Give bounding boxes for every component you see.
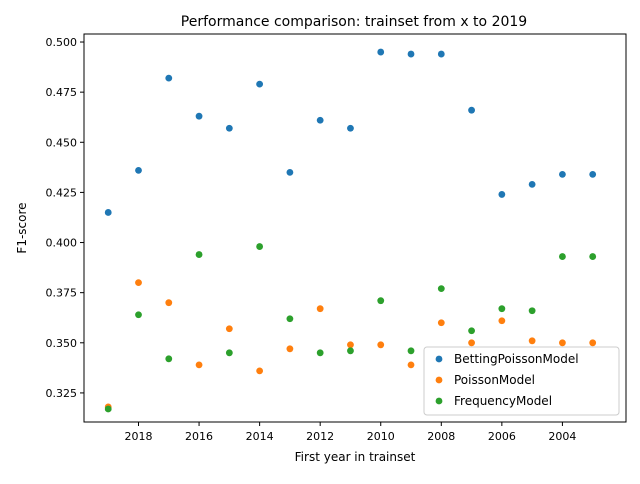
- data-point: [528, 307, 536, 315]
- y-tick-label: 0.425: [46, 186, 78, 199]
- plot-area: [83, 33, 627, 423]
- x-tick-label: 2006: [488, 430, 516, 443]
- chart-title: Performance comparison: trainset from x …: [181, 14, 527, 30]
- data-points: [104, 48, 597, 413]
- y-tick-label: 0.350: [46, 337, 78, 350]
- data-point: [407, 361, 415, 369]
- x-tick-label: 2018: [125, 430, 153, 443]
- data-point: [195, 112, 203, 120]
- data-point: [347, 341, 354, 349]
- data-point: [589, 339, 597, 347]
- data-point: [437, 319, 445, 327]
- data-point: [559, 253, 566, 260]
- data-point: [135, 166, 142, 174]
- data-point: [589, 170, 597, 178]
- legend-marker: [435, 355, 443, 363]
- plot-frame: [83, 33, 627, 423]
- data-point: [377, 48, 385, 56]
- y-tick-label: 0.450: [46, 136, 78, 149]
- x-tick-label: 2010: [367, 430, 395, 443]
- data-point: [589, 253, 597, 260]
- data-point: [407, 347, 415, 355]
- data-point: [347, 347, 354, 355]
- data-point: [104, 405, 112, 413]
- data-point: [316, 116, 324, 124]
- data-point: [104, 209, 112, 216]
- data-point: [195, 361, 203, 369]
- data-point: [256, 243, 264, 250]
- data-point: [468, 339, 475, 347]
- data-point: [468, 106, 475, 114]
- data-point: [195, 251, 203, 258]
- data-point: [165, 74, 173, 82]
- series-FrequencyModel: [104, 243, 597, 413]
- data-point: [225, 325, 233, 333]
- data-point: [437, 285, 445, 293]
- x-tick-label: 2014: [246, 430, 274, 443]
- legend: BettingPoissonModel PoissonModel Frequency…: [423, 346, 620, 416]
- data-point: [316, 305, 324, 313]
- data-point: [316, 349, 324, 357]
- legend-box: [423, 346, 620, 416]
- legend-marker: [435, 376, 443, 384]
- x-tick-label: 2012: [306, 430, 334, 443]
- data-point: [256, 367, 264, 375]
- data-point: [437, 50, 445, 58]
- data-point: [498, 317, 506, 325]
- data-point: [286, 315, 294, 323]
- data-point: [347, 124, 354, 132]
- x-tick-label: 2016: [185, 430, 213, 443]
- x-tick-label: 2004: [548, 430, 576, 443]
- data-point: [286, 345, 294, 353]
- y-axis: 0.325 0.350 0.375 0.400 0.425 0.450 0.475 0.500: [46, 36, 84, 400]
- data-point: [468, 327, 475, 335]
- data-point: [559, 170, 566, 178]
- legend-marker: [435, 397, 443, 405]
- y-tick-label: 0.475: [46, 86, 78, 99]
- data-point: [407, 50, 415, 58]
- data-point: [498, 305, 506, 313]
- x-tick-label: 2008: [427, 430, 455, 443]
- data-point: [377, 297, 385, 305]
- x-axis-label: First year in trainset: [295, 450, 416, 464]
- y-tick-label: 0.375: [46, 287, 78, 300]
- data-point: [165, 299, 173, 307]
- data-point: [165, 355, 173, 363]
- data-point: [225, 349, 233, 357]
- data-point: [286, 168, 294, 176]
- data-point: [528, 180, 536, 188]
- y-tick-label: 0.500: [46, 36, 78, 49]
- data-point: [256, 80, 264, 88]
- x-axis: 2018 2016 2014 2012 2010 2008 2006 2004: [125, 422, 576, 443]
- series-BettingPoissonModel: [104, 48, 597, 216]
- legend-label: FrequencyModel: [454, 394, 552, 408]
- data-point: [528, 337, 536, 345]
- y-tick-label: 0.325: [46, 387, 78, 400]
- legend-label: BettingPoissonModel: [454, 352, 579, 366]
- legend-label: PoissonModel: [454, 373, 535, 387]
- data-point: [377, 341, 385, 349]
- y-axis-label: F1-score: [15, 202, 29, 253]
- data-point: [559, 339, 566, 347]
- data-point: [135, 279, 142, 287]
- data-point: [225, 124, 233, 132]
- y-tick-label: 0.400: [46, 237, 78, 250]
- data-point: [135, 311, 142, 319]
- data-point: [498, 191, 506, 198]
